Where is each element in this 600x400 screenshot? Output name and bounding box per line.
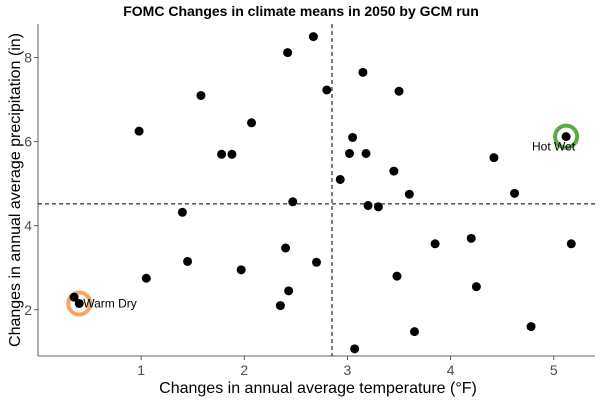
highlight-ring [66,290,93,317]
data-point [389,166,399,176]
data-point [561,132,571,142]
y-tick-label: 4 [24,218,32,234]
data-point [394,86,404,96]
x-tick-label: 3 [344,362,352,378]
data-point [489,153,499,163]
data-point [281,243,291,253]
data-point [566,239,576,249]
data-point [363,201,373,211]
x-tick-label: 5 [550,362,558,378]
data-point [358,67,368,77]
data-point [217,149,227,159]
data-point [141,273,151,283]
y-tick-label: 8 [24,50,32,66]
data-point [284,286,294,296]
data-point [183,256,193,266]
data-point [74,298,84,308]
data-point [345,148,355,158]
data-point [361,148,371,158]
data-point [69,292,79,302]
data-point [526,322,536,332]
highlight-ring [553,123,580,150]
y-tick-label: 6 [24,134,32,150]
highlight-label: Hot Wet [532,140,576,154]
data-point [373,202,383,212]
data-point [236,265,246,275]
data-point [134,126,144,136]
data-point [275,301,285,311]
data-point [312,257,321,267]
x-axis-title: Changes in annual average temperature (°… [159,380,477,397]
data-point [308,32,318,42]
y-tick-label: 2 [24,302,32,318]
data-point [283,48,293,58]
data-point [404,189,414,199]
data-point [430,239,440,249]
data-point [227,149,237,159]
y-axis-title: Changes in annual average precipitation … [7,33,24,347]
data-point [348,132,358,142]
data-point [471,282,481,292]
data-point [247,118,257,128]
data-point [409,327,419,337]
x-tick-label: 1 [137,362,145,378]
data-point [466,233,476,243]
x-tick-label: 4 [447,362,455,378]
data-point [196,90,206,100]
plot-area: 1 2 3 4 5 2 4 6 8 Warm Dry Hot Wet [24,24,595,378]
data-point [177,207,187,217]
data-point [392,271,402,281]
x-tick-label: 2 [240,362,248,378]
data-point [350,344,360,354]
highlight-label: Warm Dry [83,296,137,310]
data-point [510,188,520,198]
data-point [335,174,345,184]
chart-title: FOMC Changes in climate means in 2050 by… [123,3,479,19]
data-point [322,85,332,95]
data-point [288,197,298,207]
